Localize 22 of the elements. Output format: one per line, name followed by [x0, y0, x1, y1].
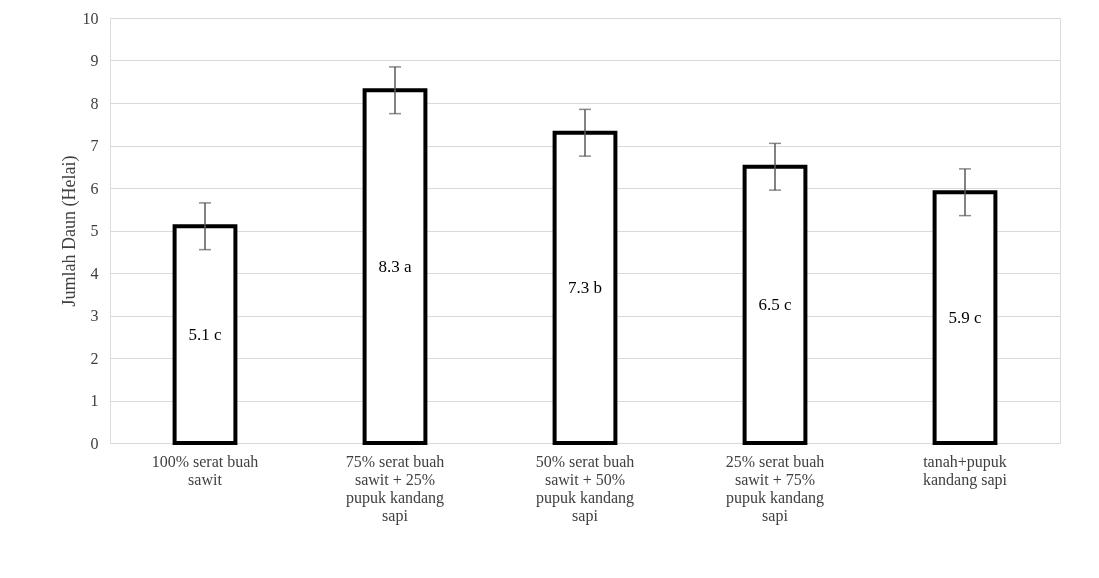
data-label: 7.3 b	[568, 277, 602, 297]
y-tick-label: 9	[90, 52, 99, 69]
y-tick-label: 4	[90, 264, 99, 282]
data-label: 6.5 c	[758, 294, 792, 314]
y-tick-label: 8	[90, 94, 99, 112]
y-tick-label: 0	[90, 434, 99, 452]
x-tick-label: 75% serat buah sawit + 25% pupuk kandang sapi	[345, 452, 445, 525]
y-tick-label: 10	[82, 9, 99, 27]
x-tick-label: tanah+pupuk kandang sapi	[923, 452, 1008, 489]
data-label: 5.9 c	[948, 307, 982, 327]
x-tick-label: 50% serat buah sawit + 50% pupuk kandang sapi	[535, 452, 635, 525]
y-tick-label: 6	[90, 179, 99, 197]
data-label: 5.1 c	[188, 324, 222, 344]
y-tick-label: 7	[90, 137, 99, 154]
y-axis-title: Jumlah Daun (Helai)	[58, 155, 80, 307]
x-tick-label: 25% serat buah sawit + 75% pupuk kandang sapi	[725, 452, 825, 525]
data-label: 8.3 a	[378, 256, 412, 276]
x-tick-label: 100% serat buah sawit	[151, 452, 259, 488]
y-tick-label: 3	[90, 307, 99, 324]
y-tick-label: 5	[90, 222, 99, 239]
y-tick-label: 2	[90, 349, 99, 367]
y-tick-label: 1	[90, 392, 99, 409]
